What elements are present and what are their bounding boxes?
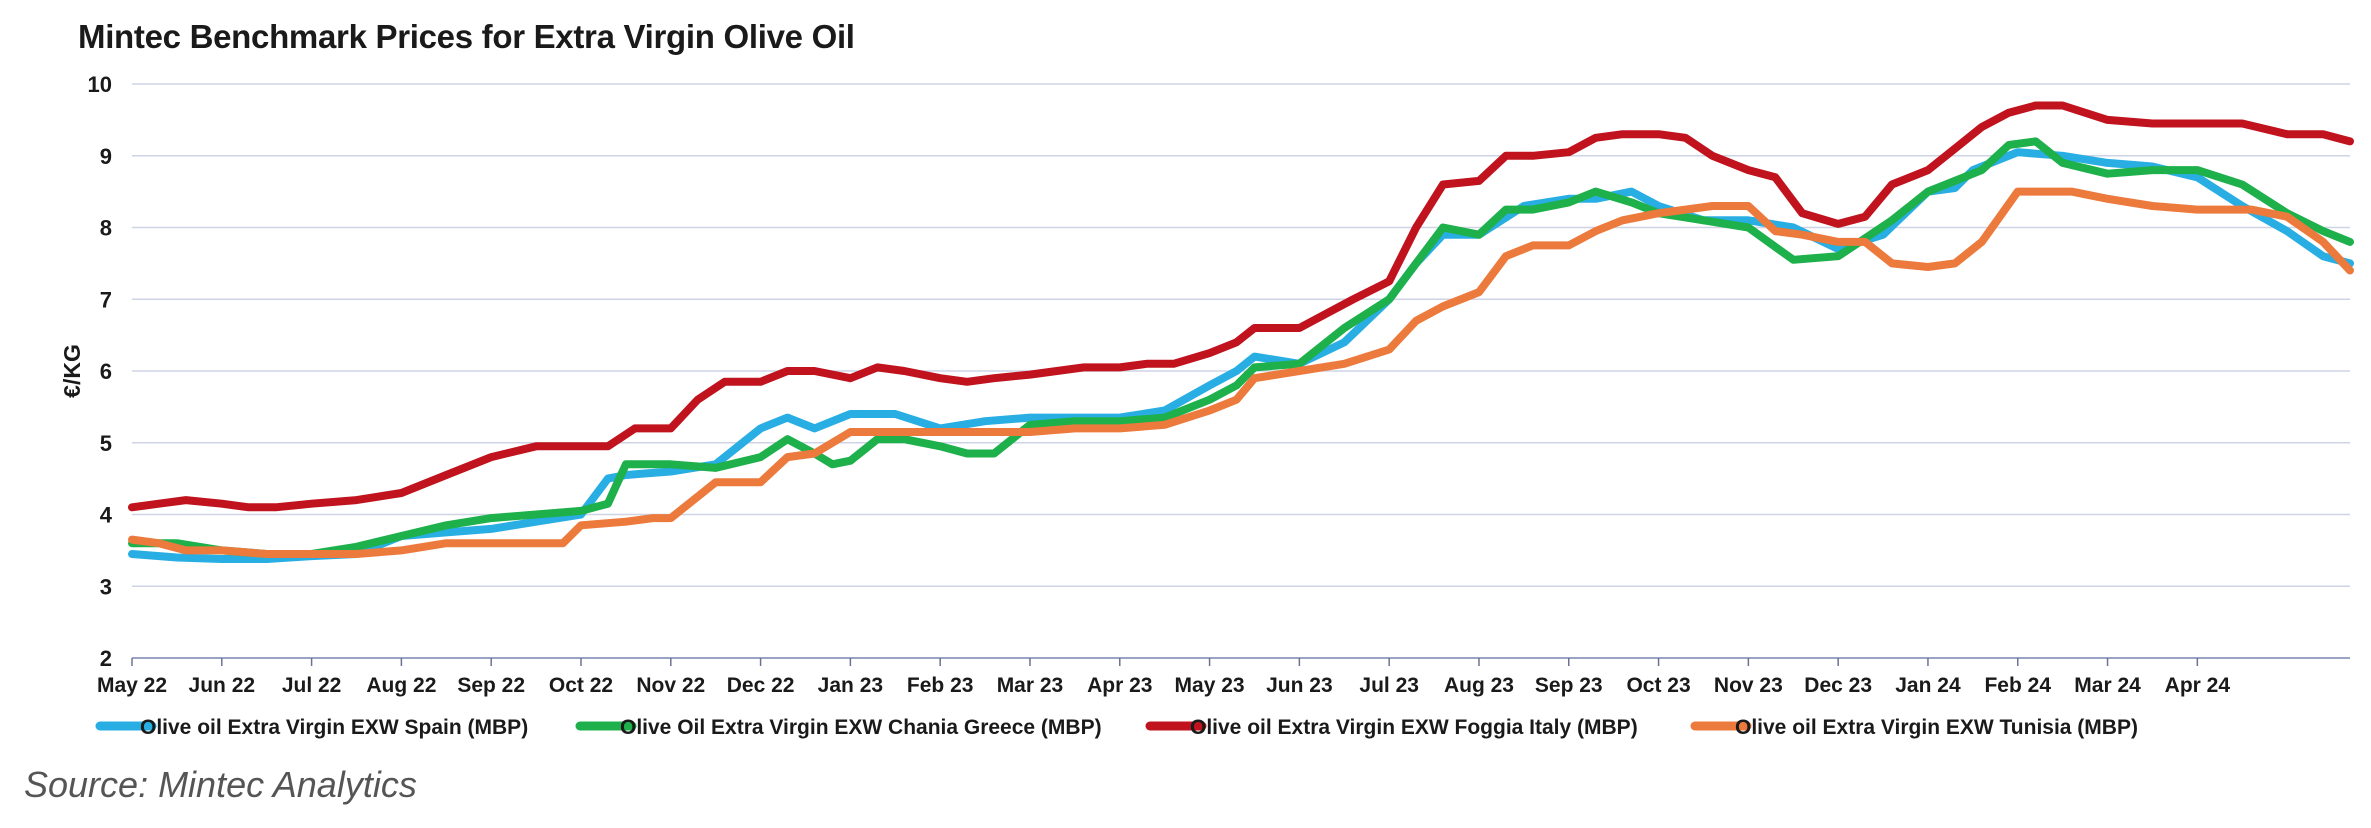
y-tick-label: 6 (100, 359, 112, 384)
y-tick-label: 10 (88, 72, 112, 97)
series-line-2 (128, 101, 2354, 512)
x-tick-label: Sep 22 (457, 674, 525, 697)
legend-label-1: Olive Oil Extra Virgin EXW Chania Greece… (620, 716, 1102, 739)
y-tick-label: 4 (100, 503, 113, 528)
source-note: Source: Mintec Analytics (24, 764, 417, 805)
x-tick-label: Sep 23 (1535, 674, 1603, 697)
x-tick-label: Mar 24 (2074, 674, 2141, 697)
y-tick-label: 5 (100, 431, 112, 456)
y-tick-label: 7 (100, 287, 112, 312)
y-tick-label: 8 (100, 216, 112, 241)
series-line-1 (128, 137, 2354, 558)
legend-label-2: Olive oil Extra Virgin EXW Foggia Italy … (1190, 716, 1638, 739)
y-axis-label: €/KG (59, 344, 85, 398)
series-line-0 (128, 148, 2354, 563)
x-tick-label: Jun 22 (189, 674, 256, 697)
x-tick-label: Feb 24 (1984, 674, 2051, 697)
x-tick-label: May 22 (97, 674, 167, 697)
chart-title: Mintec Benchmark Prices for Extra Virgin… (78, 18, 855, 55)
x-tick-label: Apr 23 (1087, 674, 1152, 697)
x-tick-label: Jul 23 (1359, 674, 1419, 697)
x-tick-label: Feb 23 (907, 674, 974, 697)
legend-label-0: Olive oil Extra Virgin EXW Spain (MBP) (140, 716, 528, 739)
x-tick-label: Jan 24 (1895, 674, 1961, 697)
y-tick-label: 2 (100, 646, 112, 671)
x-tick-label: Mar 23 (997, 674, 1064, 697)
x-tick-label: Nov 22 (636, 674, 705, 697)
x-tick-label: Oct 22 (549, 674, 613, 697)
x-tick-label: Aug 23 (1444, 674, 1514, 697)
legend: Olive oil Extra Virgin EXW Spain (MBP) Ol… (95, 716, 2138, 739)
x-tick-label: Jan 23 (818, 674, 883, 697)
x-tick-label: Nov 23 (1714, 674, 1783, 697)
legend-label-3: Olive oil Extra Virgin EXW Tunisia (MBP) (1735, 716, 2138, 739)
x-tick-label: Jun 23 (1266, 674, 1333, 697)
x-tick-label: Oct 23 (1626, 674, 1690, 697)
y-tick-label: 9 (100, 144, 112, 169)
series-lines (128, 101, 2354, 563)
x-tick-label: Jul 22 (282, 674, 342, 697)
y-tick-label: 3 (100, 574, 112, 599)
x-tick-label: Apr 24 (2165, 674, 2231, 697)
axes: 2 3 4 5 6 7 8 9 10 €/KG May 22 Jun 22 Jul 22 Aug 22 Se… (59, 72, 2230, 697)
x-tick-label: Dec 23 (1804, 674, 1872, 697)
x-tick-label: May 23 (1175, 674, 1245, 697)
x-tick-label: Dec 22 (727, 674, 795, 697)
series-line-3 (128, 187, 2354, 558)
x-tick-label: Aug 22 (366, 674, 436, 697)
